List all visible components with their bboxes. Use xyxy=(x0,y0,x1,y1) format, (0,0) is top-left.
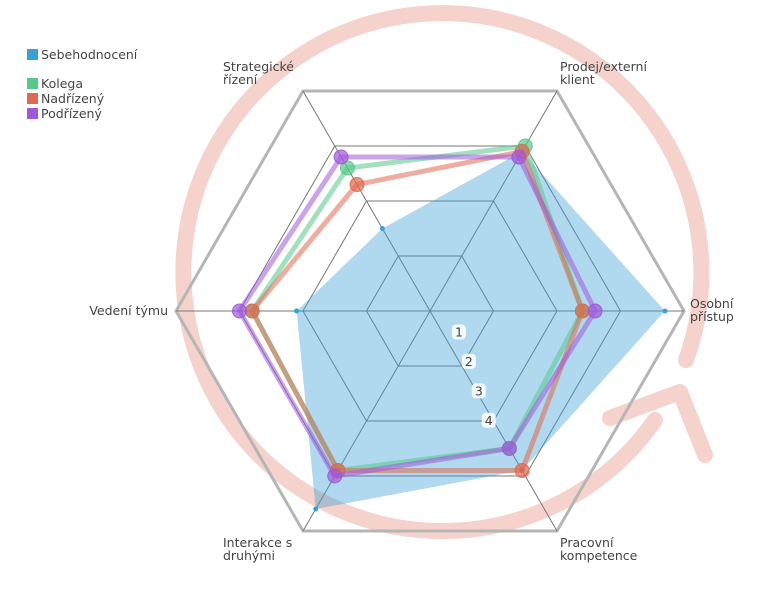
legend-swatch xyxy=(27,78,38,89)
tick-label: 1 xyxy=(455,324,463,339)
data-point xyxy=(313,506,319,512)
legend-label: Podřízený xyxy=(41,106,102,121)
series-1 xyxy=(294,149,668,512)
tick-label-group: 2 xyxy=(461,353,476,369)
tick-label: 2 xyxy=(465,354,473,369)
data-point xyxy=(294,308,300,314)
tick-label-bg xyxy=(471,383,486,399)
data-point xyxy=(662,308,668,314)
data-point xyxy=(501,440,517,456)
data-point xyxy=(244,303,260,319)
tick-label-bg xyxy=(451,324,466,340)
series-area xyxy=(296,151,665,509)
legend-item-nadrizeny[interactable]: Nadřízený xyxy=(27,91,137,106)
data-point xyxy=(333,149,349,165)
axis-spoke xyxy=(302,90,431,312)
cycle-arrowhead-icon xyxy=(602,384,713,463)
legend-swatch xyxy=(27,49,38,60)
data-point xyxy=(574,303,590,319)
data-point xyxy=(349,177,365,193)
data-point xyxy=(327,468,343,484)
tick-label: 3 xyxy=(475,383,483,398)
data-point xyxy=(511,149,527,165)
axis-label: Strategické řízení xyxy=(223,59,294,87)
data-point xyxy=(232,303,247,319)
tick-label-group: 4 xyxy=(481,412,496,428)
legend-item-sebehodnoceni[interactable]: Sebehodnocení xyxy=(27,47,137,62)
axis-label: Interakce s druhými xyxy=(223,535,292,563)
legend-label: Sebehodnocení xyxy=(41,47,138,62)
data-point xyxy=(339,160,355,176)
tick-label: 4 xyxy=(485,413,493,428)
axis-spoke xyxy=(429,90,558,312)
axis-label: Osobní přístup xyxy=(690,296,734,324)
data-point xyxy=(379,226,385,232)
tick-label-group: 1 xyxy=(451,324,466,340)
legend-label: Kolega xyxy=(41,76,83,91)
axis-label: Pracovní kompetence xyxy=(560,535,638,563)
legend-label: Nadřízený xyxy=(41,91,105,106)
legend-item-podrizeny[interactable]: Podřízený xyxy=(27,106,137,121)
tick-label-group: 3 xyxy=(471,383,486,399)
data-point xyxy=(587,303,603,319)
axis-spoke xyxy=(302,310,431,532)
legend: Sebehodnocení Kolega Nadřízený Podřízený xyxy=(27,47,137,121)
tick-label-bg xyxy=(461,353,476,369)
series-4 xyxy=(232,149,603,484)
tick-label-bg xyxy=(481,412,496,428)
legend-swatch xyxy=(27,93,38,104)
axis-label: Prodej/externí klient xyxy=(560,59,647,87)
axis-label: Vedení týmu xyxy=(89,303,168,318)
legend-swatch xyxy=(27,108,38,119)
legend-item-kolega[interactable]: Kolega xyxy=(27,76,137,91)
data-point xyxy=(514,462,530,478)
